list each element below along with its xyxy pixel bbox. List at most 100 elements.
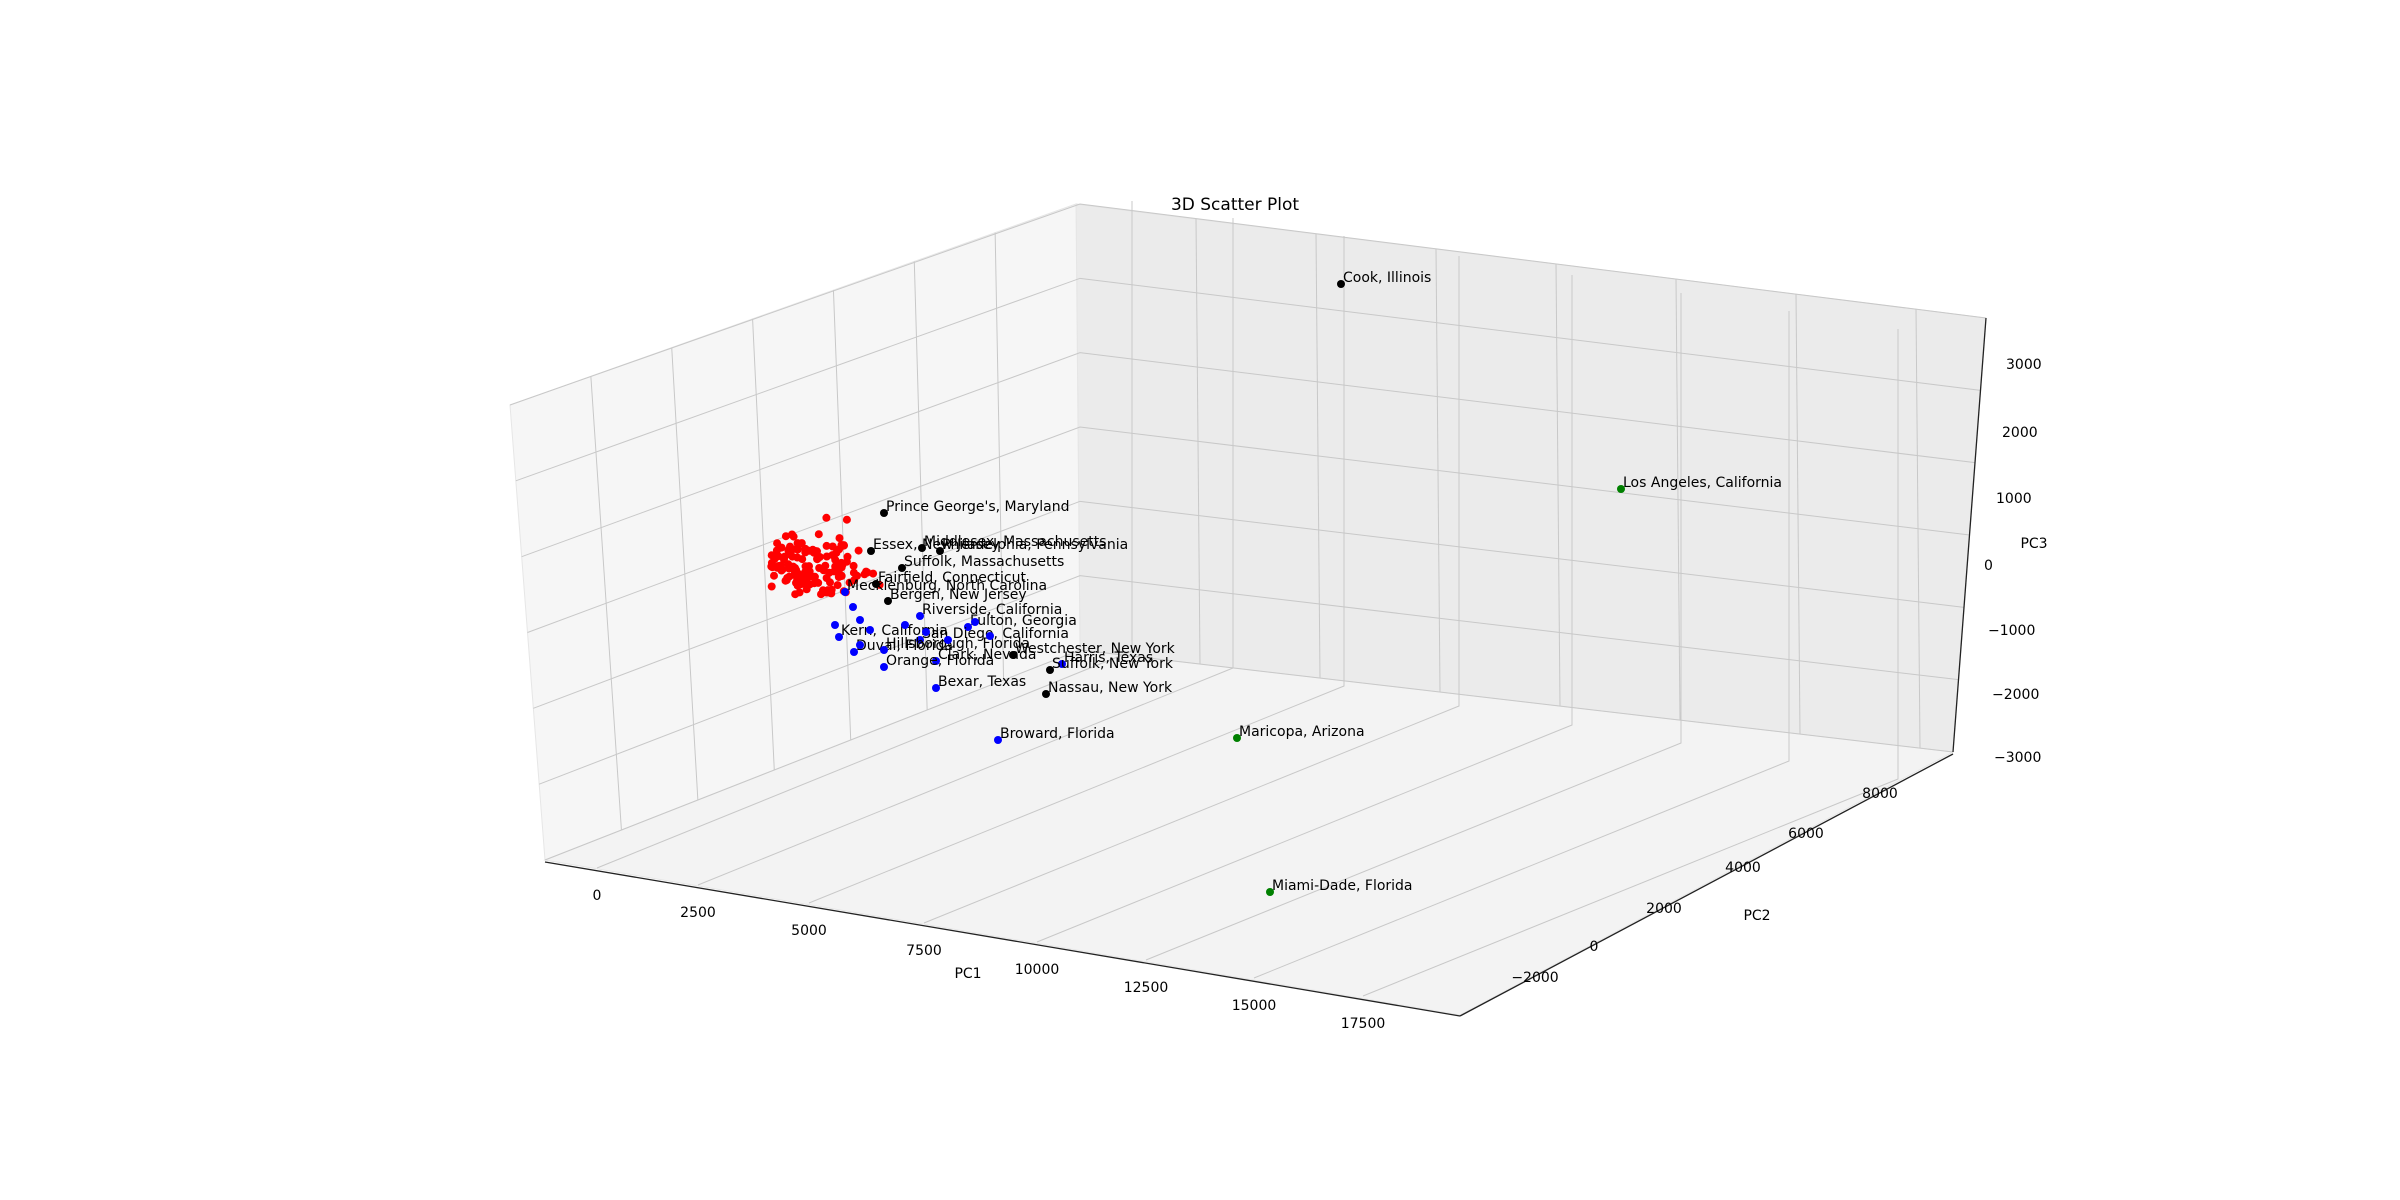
point-label: Riverside, California — [922, 602, 1062, 618]
point-label: San Diego, California — [922, 626, 1069, 642]
z-tick-label: 3000 — [2006, 357, 2042, 373]
blue-point — [971, 618, 979, 626]
point-label: Fairfield, Connecticut — [878, 570, 1026, 586]
blue-point — [901, 621, 909, 629]
x-tick-label: 5000 — [791, 923, 827, 939]
red-point — [849, 561, 858, 570]
point-label: Clark, Nevada — [938, 647, 1036, 663]
point-label: Miami-Dade, Florida — [1272, 878, 1413, 894]
blue-point — [856, 641, 864, 649]
red-point — [792, 544, 801, 553]
red-point — [842, 515, 851, 524]
red-point — [814, 530, 823, 539]
y-tick-label: 8000 — [1862, 786, 1898, 802]
red-point — [781, 532, 790, 541]
data-point — [916, 636, 924, 644]
x-tick-label: 15000 — [1232, 998, 1277, 1014]
data-point — [916, 612, 924, 620]
red-point — [805, 567, 814, 576]
point-label: Bexar, Texas — [938, 674, 1026, 690]
x-tick-label: 2500 — [680, 905, 716, 921]
red-point — [810, 579, 819, 588]
data-point — [1009, 651, 1017, 659]
point-label: Bergen, New Jersey — [890, 587, 1027, 603]
red-point — [770, 571, 778, 580]
point-label: Philadelphia, Pennsylvania — [942, 537, 1128, 553]
blue-point — [866, 626, 874, 634]
point-label: Suffolk, Massachusetts — [904, 554, 1064, 570]
y-tick-label: 2000 — [1646, 901, 1682, 917]
red-point — [781, 576, 790, 585]
z-tick-label: 1000 — [1996, 491, 2032, 507]
z-tick-label: 2000 — [2002, 425, 2038, 441]
data-point — [1233, 734, 1241, 742]
red-point — [810, 572, 819, 581]
red-point — [828, 542, 837, 551]
red-point — [838, 560, 847, 569]
data-point — [880, 663, 888, 671]
red-point — [770, 555, 779, 563]
grid-lines — [509, 201, 1987, 997]
red-point — [767, 562, 776, 571]
red-point — [794, 569, 803, 578]
data-point — [932, 684, 940, 692]
data-point — [918, 544, 926, 552]
point-label: Maricopa, Arizona — [1239, 724, 1365, 740]
data-point — [884, 597, 892, 605]
red-point — [831, 562, 840, 571]
red-point — [835, 534, 844, 543]
data-point — [936, 547, 944, 555]
point-label: Harris, Texas — [1064, 650, 1153, 666]
data-point — [964, 623, 972, 631]
point-label: Prince George's, Maryland — [886, 499, 1069, 515]
data-point — [932, 657, 940, 665]
red-point — [862, 567, 871, 576]
blue-point — [944, 636, 952, 644]
chart-title: 3D Scatter Plot — [1171, 195, 1299, 215]
point-label: Cook, Illinois — [1343, 270, 1431, 286]
data-point — [1337, 280, 1345, 288]
red-point — [819, 566, 828, 575]
data-point — [1058, 660, 1066, 668]
data-point — [835, 633, 843, 641]
red-point — [797, 539, 806, 548]
y-axis-label: PC2 — [1743, 908, 1770, 924]
x-tick-label: 17500 — [1341, 1016, 1386, 1032]
red-point — [780, 555, 788, 564]
point-label: Nassau, New York — [1048, 680, 1173, 696]
red-point — [773, 539, 782, 548]
red-point — [774, 563, 783, 571]
data-point — [1046, 666, 1054, 674]
x-tick-label: 0 — [593, 888, 602, 904]
point-label: Essex, New Jersey — [873, 537, 1000, 553]
red-point — [792, 578, 800, 587]
blue-point — [849, 603, 857, 611]
point-label: Los Angeles, California — [1623, 475, 1782, 491]
red-point — [793, 553, 802, 562]
point-label: Mecklenburg, North Carolina — [847, 578, 1047, 594]
point-label: Fulton, Georgia — [970, 613, 1077, 629]
red-point — [817, 590, 825, 599]
point-label: Orange, Florida — [886, 653, 994, 669]
red-point — [822, 541, 831, 550]
data-point — [898, 564, 906, 572]
point-label: Westchester, New York — [1015, 641, 1176, 657]
x-tick-label: 10000 — [1015, 962, 1060, 978]
blue-point — [922, 628, 930, 636]
labeled-points: Cook, Illinois Los Angeles, California Mar… — [831, 270, 1782, 896]
red-point — [822, 513, 831, 522]
data-point — [872, 580, 880, 588]
blue-point — [986, 632, 994, 640]
x-tick-labels: 0 2500 5000 7500 10000 12500 15000 17500 — [593, 888, 1386, 1032]
z-tick-label: −3000 — [1994, 750, 2041, 766]
y-tick-label: −2000 — [1511, 970, 1558, 986]
y-tick-label: 0 — [1590, 939, 1599, 955]
red-point — [854, 546, 863, 555]
data-point — [1042, 690, 1050, 698]
data-point — [867, 547, 875, 555]
data-point — [994, 736, 1002, 744]
cluster-red-points — [767, 513, 884, 599]
x-axis-label: PC1 — [954, 966, 981, 982]
data-point — [1617, 485, 1625, 493]
